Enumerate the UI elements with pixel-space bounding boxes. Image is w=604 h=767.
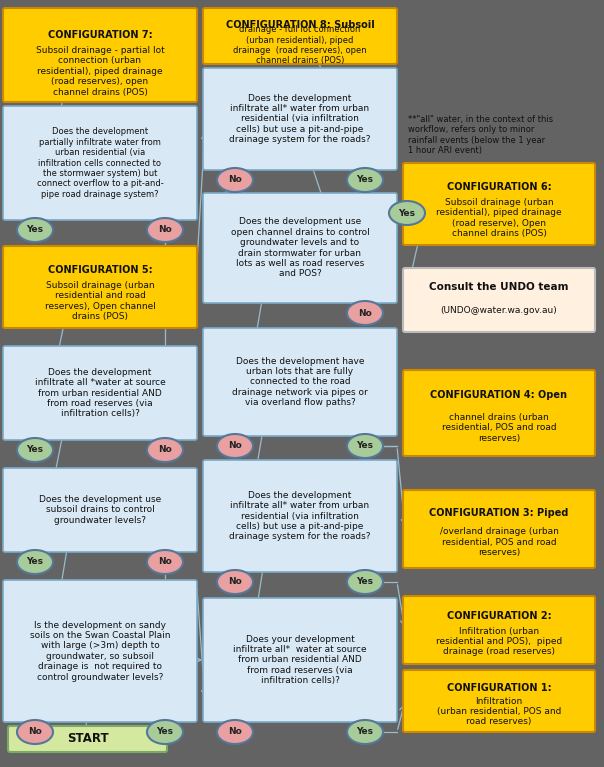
Text: Infiltration
(urban residential, POS and
road reserves): Infiltration (urban residential, POS and… [437, 696, 561, 726]
Text: No: No [228, 442, 242, 450]
Text: No: No [28, 728, 42, 736]
FancyBboxPatch shape [403, 268, 595, 332]
Text: Is the development on sandy
soils on the Swan Coastal Plain
with large (>3m) dep: Is the development on sandy soils on the… [30, 621, 170, 682]
Text: CONFIGURATION 7:: CONFIGURATION 7: [48, 30, 152, 40]
Text: (UNDO@water.wa.gov.au): (UNDO@water.wa.gov.au) [441, 306, 557, 315]
FancyBboxPatch shape [203, 598, 397, 722]
Text: No: No [158, 446, 172, 455]
Text: Consult the UNDO team: Consult the UNDO team [429, 281, 569, 291]
Ellipse shape [17, 438, 53, 462]
Text: Infiltration (urban
residential and POS),  piped
drainage (road reserves): Infiltration (urban residential and POS)… [436, 627, 562, 657]
Text: START: START [66, 732, 108, 746]
FancyBboxPatch shape [203, 193, 397, 303]
Text: Subsoil drainage - partial lot
connection (urban
residential), piped drainage
(r: Subsoil drainage - partial lot connectio… [36, 46, 164, 97]
Text: CONFIGURATION 2:: CONFIGURATION 2: [447, 611, 551, 621]
Text: CONFIGURATION 3: Piped: CONFIGURATION 3: Piped [429, 508, 569, 518]
Text: Yes: Yes [27, 446, 43, 455]
Text: Yes: Yes [356, 728, 373, 736]
Text: Does your development
infiltrate all*  water at source
from urban residential AN: Does your development infiltrate all* wa… [233, 635, 367, 685]
Ellipse shape [147, 720, 183, 744]
Text: Yes: Yes [356, 442, 373, 450]
Text: No: No [358, 308, 372, 318]
FancyBboxPatch shape [403, 163, 595, 245]
Text: **"all" water, in the context of this
workflow, refers only to minor
rainfall ev: **"all" water, in the context of this wo… [408, 115, 553, 155]
Ellipse shape [217, 434, 253, 458]
Text: Yes: Yes [27, 225, 43, 235]
FancyBboxPatch shape [403, 670, 595, 732]
FancyBboxPatch shape [3, 8, 197, 102]
Text: Does the development
infiltrate all *water at source
from urban residential AND
: Does the development infiltrate all *wat… [34, 367, 165, 418]
Ellipse shape [217, 168, 253, 192]
FancyBboxPatch shape [3, 580, 197, 722]
FancyBboxPatch shape [403, 490, 595, 568]
FancyBboxPatch shape [403, 370, 595, 456]
Ellipse shape [147, 438, 183, 462]
Text: Yes: Yes [356, 578, 373, 587]
Text: channel drains (urban
residential, POS and road
reserves): channel drains (urban residential, POS a… [442, 413, 556, 443]
FancyBboxPatch shape [203, 328, 397, 436]
Ellipse shape [17, 720, 53, 744]
Ellipse shape [347, 301, 383, 325]
FancyBboxPatch shape [403, 596, 595, 664]
Ellipse shape [217, 720, 253, 744]
Ellipse shape [17, 218, 53, 242]
Ellipse shape [17, 550, 53, 574]
FancyBboxPatch shape [3, 468, 197, 552]
Text: Does the development
infiltrate all* water from urban
residential (via infiltrat: Does the development infiltrate all* wat… [230, 491, 371, 542]
Text: Yes: Yes [156, 728, 173, 736]
Text: Yes: Yes [399, 209, 416, 218]
FancyBboxPatch shape [3, 346, 197, 440]
FancyBboxPatch shape [3, 106, 197, 220]
Ellipse shape [217, 570, 253, 594]
Text: Does the development use
open channel drains to control
groundwater levels and t: Does the development use open channel dr… [231, 218, 370, 278]
Text: Subsoil drainage (urban
residential), piped drainage
(road reserve), Open
channe: Subsoil drainage (urban residential), pi… [436, 198, 562, 238]
Text: drainage - full lot connection
(urban residential), piped
drainage  (road reserv: drainage - full lot connection (urban re… [233, 25, 367, 65]
Ellipse shape [347, 434, 383, 458]
Text: No: No [228, 578, 242, 587]
Text: No: No [158, 558, 172, 567]
Text: No: No [228, 728, 242, 736]
Text: CONFIGURATION 5:: CONFIGURATION 5: [48, 265, 152, 275]
Text: CONFIGURATION 8: Subsoil: CONFIGURATION 8: Subsoil [226, 20, 374, 30]
Text: /overland drainage (urban
residential, POS and road
reserves): /overland drainage (urban residential, P… [440, 528, 559, 557]
Text: CONFIGURATION 4: Open: CONFIGURATION 4: Open [431, 390, 568, 400]
Text: Does the development
infiltrate all* water from urban
residential (via infiltrat: Does the development infiltrate all* wat… [230, 94, 371, 144]
Ellipse shape [347, 570, 383, 594]
FancyBboxPatch shape [203, 460, 397, 572]
Text: Yes: Yes [27, 558, 43, 567]
Ellipse shape [347, 168, 383, 192]
Text: Yes: Yes [356, 176, 373, 185]
FancyBboxPatch shape [203, 8, 397, 64]
Text: Does the development use
subsoil drains to control
groundwater levels?: Does the development use subsoil drains … [39, 495, 161, 525]
Text: Does the development have
urban lots that are fully
connected to the road
draina: Does the development have urban lots tha… [232, 357, 368, 407]
Text: CONFIGURATION 6:: CONFIGURATION 6: [447, 182, 551, 192]
Text: No: No [228, 176, 242, 185]
FancyBboxPatch shape [3, 246, 197, 328]
Ellipse shape [347, 720, 383, 744]
Text: Subsoil drainage (urban
residential and road
reserves), Open channel
drains (POS: Subsoil drainage (urban residential and … [45, 281, 155, 321]
Ellipse shape [147, 218, 183, 242]
Text: No: No [158, 225, 172, 235]
FancyBboxPatch shape [8, 726, 167, 752]
Text: CONFIGURATION 1:: CONFIGURATION 1: [447, 683, 551, 693]
Ellipse shape [147, 550, 183, 574]
FancyBboxPatch shape [203, 68, 397, 170]
Ellipse shape [389, 201, 425, 225]
Text: Does the development
partially infiltrate water from
urban residential (via
infi: Does the development partially infiltrat… [37, 127, 163, 199]
